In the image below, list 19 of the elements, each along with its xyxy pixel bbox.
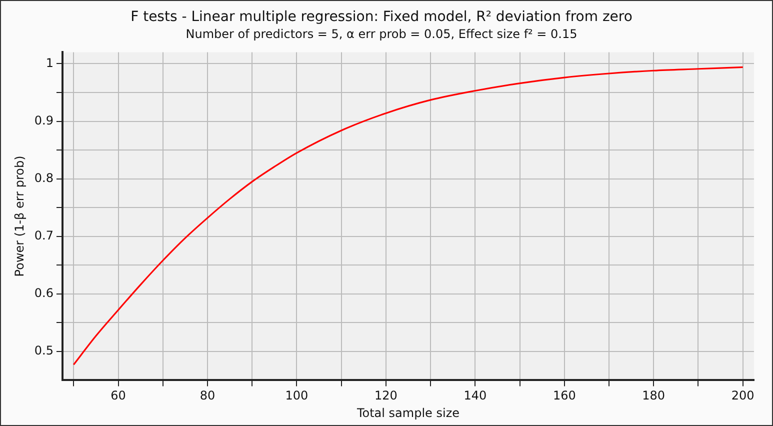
x-tick-label: 200 [731, 388, 754, 403]
y-tick-label: 0.7 [34, 228, 54, 242]
chart-title: F tests - Linear multiple regression: Fixed model, R² deviation from zero [130, 9, 632, 26]
x-tick-label: 60 [110, 388, 126, 403]
x-axis-title: Total sample size [356, 406, 460, 420]
x-tick-label: 180 [642, 388, 666, 403]
x-tick-label: 140 [464, 388, 487, 403]
line-series [72, 66, 744, 366]
x-tick-label: 160 [552, 388, 576, 403]
y-tick-label: 1 [46, 56, 54, 70]
y-tick-label: 0.8 [34, 170, 54, 185]
chart-subtitle: Number of predictors = 5, α err prob = 0.05, Effect size f² = 0.15 [186, 27, 578, 42]
y-tick-label: 0.5 [34, 344, 54, 358]
x-tick-label: 80 [200, 388, 216, 403]
x-tick-label: 120 [374, 388, 398, 403]
x-tick-label: 100 [285, 388, 308, 403]
y-tick-label: 0.9 [34, 113, 54, 128]
y-tick-label: 0.6 [34, 286, 54, 300]
y-axis-title: Power (1-β err prob) [12, 156, 26, 277]
